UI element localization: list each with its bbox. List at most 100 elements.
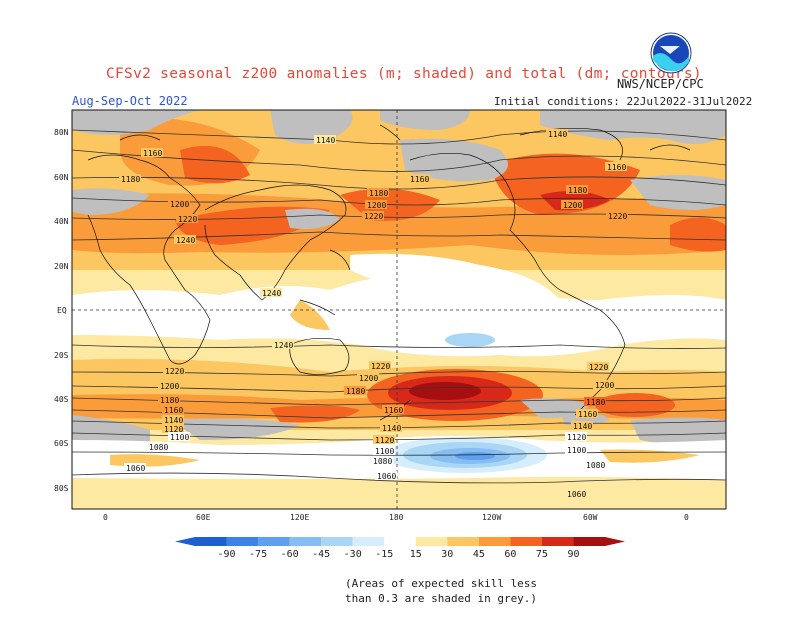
contour-label: 1100: [170, 433, 189, 442]
contour-label: 1180: [346, 387, 365, 396]
contour-label: 1160: [143, 149, 162, 158]
contour-label: 1140: [548, 130, 567, 139]
contour-label: 1080: [373, 457, 392, 466]
latitude-axis: 80N 60N 40N 20N EQ 20S 40S 60S 80S: [54, 128, 69, 493]
contour-label: 1220: [589, 363, 608, 372]
map-frame: [71, 109, 727, 510]
forecast-period: Aug-Sep-Oct 2022: [72, 94, 188, 108]
contour-label: 1160: [607, 163, 626, 172]
contour-label: 1120: [567, 433, 586, 442]
lon-label: 60W: [583, 513, 598, 522]
colorbar-segment: [226, 537, 259, 546]
contour-label: 1200: [359, 374, 378, 383]
colorbar-segment: [321, 537, 353, 546]
contour-label: 1240: [262, 289, 281, 298]
skill-note: (Areas of expected skill less than 0.3 a…: [345, 576, 537, 606]
colorbar-tick-label: -15: [375, 549, 393, 560]
colorbar-tick-label: 30: [441, 549, 453, 560]
lon-label: 180: [389, 513, 404, 522]
contour-label: 1120: [375, 436, 394, 445]
lon-label: 120E: [290, 513, 309, 522]
contour-label: 1080: [149, 443, 168, 452]
contour-label: 1180: [369, 189, 388, 198]
lat-label: 60S: [54, 439, 69, 448]
contour-label: 1220: [364, 212, 383, 221]
lat-label: 60N: [54, 173, 69, 182]
contour-label: 1180: [568, 186, 587, 195]
lat-label: 40N: [54, 217, 69, 226]
lon-label: 120W: [482, 513, 501, 522]
lat-label: 20S: [54, 351, 69, 360]
contour-label: 1220: [178, 215, 197, 224]
colorbar-segment: [384, 537, 416, 546]
lon-label: 0: [684, 513, 689, 522]
contour-label: 1140: [164, 416, 183, 425]
colorbar-tick-label: -45: [312, 549, 330, 560]
colorbar-segment: [415, 537, 448, 546]
contour-label: 1060: [567, 490, 586, 499]
lat-label: 80N: [54, 128, 69, 137]
contour-label: 1160: [164, 406, 183, 415]
colorbar: -90 -75 -60 -45 -30 -15 15 30 45 60 75 90: [175, 537, 625, 560]
lat-label: EQ: [57, 306, 67, 315]
contour-label: 1220: [165, 367, 184, 376]
colorbar-segment: [447, 537, 479, 546]
contour-label: 1100: [375, 447, 394, 456]
contour-label: 1140: [316, 136, 335, 145]
lat-label: 40S: [54, 395, 69, 404]
contour-label: 1140: [573, 422, 592, 431]
contour-label: 1200: [595, 381, 614, 390]
lon-label: 60E: [196, 513, 211, 522]
contour-label: 1160: [410, 175, 429, 184]
contour-label: 1200: [170, 200, 189, 209]
contour-label: 1180: [160, 396, 179, 405]
lon-label: 0: [103, 513, 108, 522]
colorbar-segment: [289, 537, 322, 546]
contour-label: 1180: [121, 175, 140, 184]
colorbar-segment: [573, 537, 605, 546]
colorbar-min-arrow: [175, 537, 195, 546]
colorbar-tick-label: -60: [281, 549, 299, 560]
contour-label: 1240: [176, 236, 195, 245]
contour-label: 1060: [126, 464, 145, 473]
contour-label: 1220: [371, 362, 390, 371]
contour-label: 1200: [563, 201, 582, 210]
contour-label: 1160: [384, 406, 403, 415]
colorbar-segment: [195, 537, 227, 546]
colorbar-segment: [478, 537, 511, 546]
noaa-logo: [650, 32, 692, 74]
contour-label: 1100: [567, 446, 586, 455]
contour-label: 1200: [160, 382, 179, 391]
anomaly-shading: 1140 1140 1160 1160 1160 1180 1180 1180 …: [72, 110, 726, 509]
colorbar-tick-label: -90: [218, 549, 236, 560]
colorbar-max-arrow: [605, 537, 625, 546]
contour-label: 1120: [164, 425, 183, 434]
contour-label: 1200: [367, 201, 386, 210]
map-title: CFSv2 seasonal z200 anomalies (m; shaded…: [106, 66, 702, 82]
lat-label: 80S: [54, 484, 69, 493]
colorbar-tick-label: 90: [567, 549, 579, 560]
contour-label: 1180: [586, 398, 605, 407]
colorbar-tick-label: 75: [536, 549, 548, 560]
skill-note-line2: than 0.3 are shaded in grey.): [345, 592, 538, 605]
contour-label: 1240: [274, 341, 293, 350]
contour-label: 1140: [382, 424, 401, 433]
colorbar-segment: [510, 537, 542, 546]
colorbar-segment: [258, 537, 290, 546]
contour-label: 1160: [578, 410, 597, 419]
longitude-axis: 0 60E 120E 180 120W 60W 0: [103, 513, 689, 522]
skill-note-line1: (Areas of expected skill less: [345, 577, 538, 590]
initial-conditions: Initial conditions: 22Jul2022-31Jul2022: [494, 95, 753, 108]
colorbar-segment: [352, 537, 385, 546]
colorbar-segment: [541, 537, 574, 546]
agency-label: NWS/NCEP/CPC: [617, 77, 704, 91]
colorbar-tick-label: -30: [344, 549, 362, 560]
lat-label: 20N: [54, 262, 69, 271]
contour-label: 1060: [377, 472, 396, 481]
colorbar-tick-label: -75: [249, 549, 267, 560]
colorbar-tick-label: 45: [473, 549, 485, 560]
contour-label: 1220: [608, 212, 627, 221]
colorbar-tick-label: 60: [504, 549, 516, 560]
contour-label: 1080: [586, 461, 605, 470]
